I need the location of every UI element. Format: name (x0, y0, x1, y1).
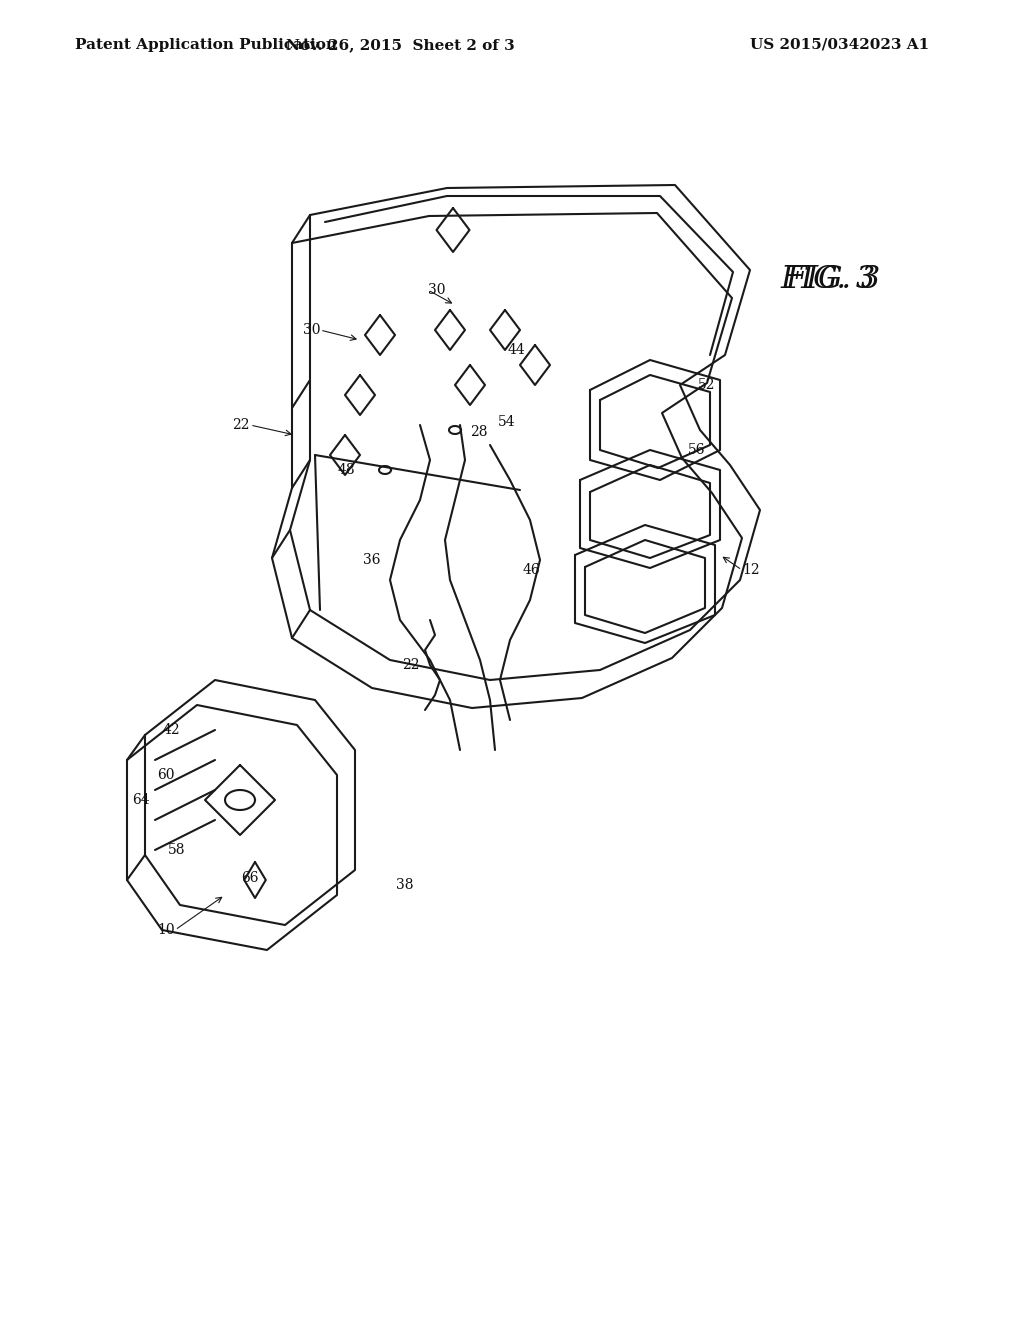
Text: US 2015/0342023 A1: US 2015/0342023 A1 (750, 38, 929, 51)
Text: 36: 36 (362, 553, 380, 568)
Text: 46: 46 (523, 564, 541, 577)
Text: 60: 60 (158, 768, 175, 781)
Text: FIG. 3: FIG. 3 (780, 264, 876, 296)
Text: 10: 10 (158, 923, 175, 937)
Text: 66: 66 (242, 871, 259, 884)
Text: 28: 28 (470, 425, 487, 440)
Text: 30: 30 (302, 323, 319, 337)
Text: 38: 38 (396, 878, 414, 892)
Text: 64: 64 (132, 793, 150, 807)
Text: 54: 54 (498, 414, 516, 429)
Text: 52: 52 (698, 378, 716, 392)
Text: 12: 12 (742, 564, 760, 577)
Text: 56: 56 (688, 444, 706, 457)
Text: 42: 42 (163, 723, 180, 737)
Text: Nov. 26, 2015  Sheet 2 of 3: Nov. 26, 2015 Sheet 2 of 3 (286, 38, 514, 51)
Text: Patent Application Publication: Patent Application Publication (75, 38, 337, 51)
Text: 30: 30 (428, 282, 445, 297)
Text: 22: 22 (232, 418, 250, 432)
Text: 58: 58 (168, 843, 185, 857)
Text: 22: 22 (402, 657, 420, 672)
Text: 48: 48 (337, 463, 355, 477)
Text: FIG. 3: FIG. 3 (785, 264, 881, 296)
Text: 44: 44 (508, 343, 525, 356)
